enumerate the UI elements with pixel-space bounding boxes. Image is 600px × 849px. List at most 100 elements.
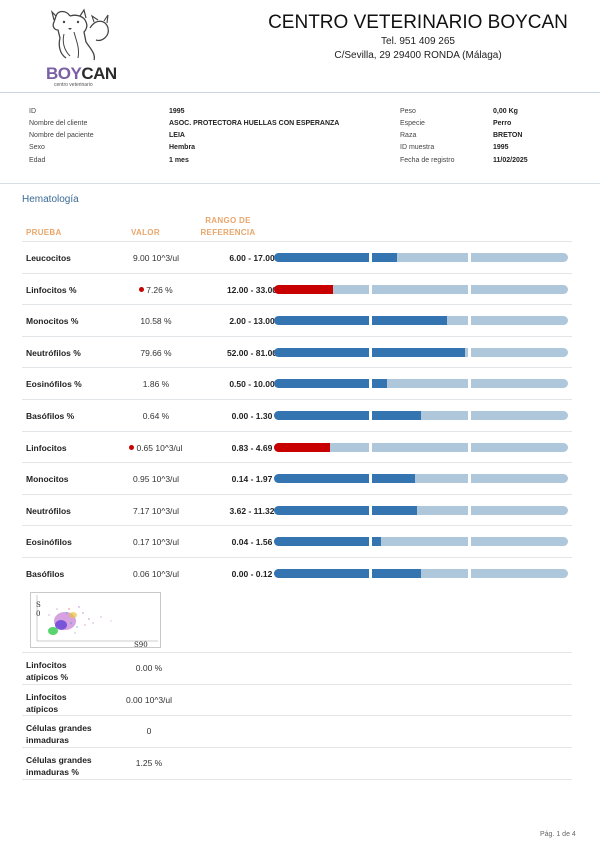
- logo-wordmark: BOYCAN: [46, 64, 117, 84]
- scattergram-y-label-line1: S: [36, 601, 41, 609]
- test-value: 0.17 10^3/ul: [114, 537, 198, 547]
- range-bar: [274, 537, 568, 547]
- section-title: Hematología: [22, 194, 79, 205]
- range-bar: [274, 284, 568, 294]
- test-name-line2: atípicos: [26, 703, 59, 714]
- clinic-logo: BOYCAN centro veterinario: [40, 8, 122, 88]
- clinic-phone: Tel. 951 409 265: [381, 36, 455, 47]
- scattergram-plot: [36, 595, 158, 642]
- table-row: Células grandes inmaduras % 1.25 %: [22, 746, 572, 779]
- column-header-test: PRUEBA: [26, 228, 62, 237]
- test-value-text: 7.26 %: [146, 284, 173, 295]
- test-name: Leucocitos: [26, 253, 71, 263]
- range-bar-fill: [274, 442, 330, 452]
- test-value: 0.00 10^3/ul: [125, 694, 173, 705]
- table-row: Basófilos 0.06 10^3/ul 0.00 - 0.12: [22, 557, 572, 589]
- test-name: Células grandes inmaduras %: [26, 754, 116, 778]
- range-bar-divider: [468, 442, 471, 452]
- column-header-value: VALOR: [131, 228, 160, 237]
- range-bar-divider: [369, 347, 372, 357]
- test-value-text: 0.06 10^3/ul: [132, 569, 180, 579]
- patient-info: ID 1995 Peso 0,00 Kg Nombre del cliente …: [0, 100, 600, 178]
- reference-range: 12.00 - 33.00: [226, 284, 278, 295]
- reference-range: 3.62 - 11.32: [229, 505, 275, 516]
- info-value-weight: 0,00 Kg: [493, 108, 518, 115]
- test-name-line1: Células grandes: [26, 754, 92, 765]
- table-row: Células grandes inmaduras 0: [22, 715, 572, 747]
- range-bar-divider: [369, 505, 372, 515]
- test-name: Linfocitos atípicos: [26, 691, 116, 715]
- reference-range: 0.83 - 4.69: [231, 442, 273, 453]
- info-label-sex: Sexo: [29, 144, 45, 151]
- test-value: 79.66 %: [114, 348, 198, 358]
- range-bar-fill: [274, 316, 448, 326]
- reference-range: 0.00 - 1.30: [231, 411, 273, 421]
- test-name: Eosinófilos %: [26, 379, 82, 390]
- range-bar-divider: [468, 284, 471, 294]
- test-value: 0.95 10^3/ul: [114, 474, 198, 484]
- info-value-species: Perro: [493, 120, 512, 127]
- table-row: Leucocitos 9.00 10^3/ul 6.00 - 17.00: [22, 241, 572, 273]
- range-bar-divider: [468, 411, 471, 420]
- info-label-sample-id: ID muestra: [400, 144, 435, 151]
- test-value-text: 0.65 10^3/ul: [136, 442, 183, 453]
- range-bar-divider: [369, 253, 372, 262]
- test-value: 0: [146, 726, 152, 736]
- range-bar-fill: [274, 253, 398, 262]
- test-name: Linfocitos atípicos %: [26, 659, 116, 683]
- table-row: Basófilos % 0.64 % 0.00 - 1.30: [22, 399, 572, 431]
- range-bar-fill: [274, 474, 416, 484]
- test-name: Monocitos: [26, 474, 69, 485]
- table-row: Monocitos % 10.58 % 2.00 - 13.00: [22, 304, 572, 336]
- range-bar: [274, 316, 568, 326]
- info-value-sex: Hembra: [169, 144, 196, 151]
- divider: [22, 779, 572, 780]
- range-bar: [274, 474, 568, 484]
- range-bar-divider: [468, 505, 471, 515]
- range-bar: [274, 347, 568, 357]
- test-name: Neutrófilos: [26, 505, 71, 516]
- reference-range: 0.50 - 10.00: [229, 379, 275, 390]
- range-bar-divider: [369, 411, 372, 420]
- report-header: BOYCAN centro veterinario CENTRO VETERIN…: [0, 0, 600, 93]
- test-value-text: 9.00 10^3/ul: [132, 253, 180, 263]
- logo-subtitle: centro veterinario: [54, 82, 93, 88]
- test-value: 7.17 10^3/ul: [114, 506, 198, 516]
- dog-cat-logo-icon: [50, 8, 109, 61]
- info-value-breed: BRETON: [493, 132, 523, 139]
- range-bar-divider: [369, 474, 372, 484]
- range-bar: [274, 253, 568, 262]
- range-bar-divider: [369, 537, 372, 547]
- table-row: Linfocitos atípicos % 0.00 %: [22, 652, 572, 684]
- test-name: Eosinófilos: [26, 537, 72, 548]
- logo-word-can: CAN: [81, 64, 117, 83]
- test-name-line2: inmaduras: [26, 735, 69, 745]
- info-label-age: Edad: [29, 157, 46, 164]
- info-row: Nombre del paciente LEIA Raza BRETON: [0, 132, 600, 144]
- clinic-name: CENTRO VETERINARIO BOYCAN: [268, 12, 568, 33]
- test-value: 9.00 10^3/ul: [114, 253, 198, 263]
- test-value: 10.58 %: [114, 316, 198, 326]
- scattergram-image: [30, 592, 161, 648]
- test-name-line2: atípicos %: [26, 672, 69, 682]
- range-bar-fill: [274, 284, 333, 294]
- logo-word-boy: BOY: [46, 64, 82, 83]
- range-bar-divider: [468, 379, 471, 389]
- info-row: Nombre del cliente ASOC. PROTECTORA HUEL…: [0, 120, 600, 132]
- range-bar-divider: [468, 537, 471, 547]
- info-label-patient: Nombre del paciente: [29, 132, 94, 139]
- test-name: Basófilos %: [26, 411, 75, 421]
- range-bar-divider: [369, 569, 372, 578]
- range-bar-fill: [274, 379, 388, 389]
- column-header-range-line2: REFERENCIA: [200, 228, 256, 237]
- range-bar: [274, 442, 568, 452]
- range-bar-divider: [369, 284, 372, 294]
- reference-range: 2.00 - 13.00: [229, 316, 275, 327]
- info-label-date: Fecha de registro: [400, 157, 455, 164]
- info-value-id: 1995: [169, 108, 185, 115]
- test-value-text: 10.58 %: [140, 316, 172, 327]
- test-name-line1: Linfocitos: [26, 691, 67, 702]
- range-bar-fill: [274, 537, 382, 547]
- test-value-text: 0.17 10^3/ul: [132, 537, 180, 548]
- test-value-text: 1.86 %: [142, 379, 170, 390]
